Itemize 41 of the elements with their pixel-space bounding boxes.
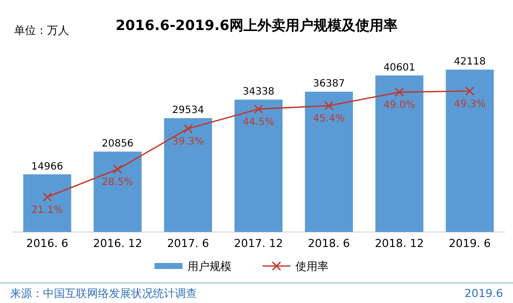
point <box>183 124 193 134</box>
data-label: 49.3% <box>454 99 486 110</box>
xtick: 2017. 12 <box>234 237 283 250</box>
legend-label: 使用率 <box>296 260 328 273</box>
data-label: 45.4% <box>313 114 345 125</box>
xtick: 2019. 6 <box>448 237 491 250</box>
data-label: 40601 <box>383 62 416 74</box>
point <box>42 192 52 202</box>
point <box>324 101 334 110</box>
legend-label: 用户规模 <box>188 260 232 273</box>
point <box>465 86 474 96</box>
bar <box>94 152 142 232</box>
data-label: 34338 <box>242 86 274 98</box>
annotation: 2019.6 <box>464 287 503 300</box>
data-label: 29534 <box>172 105 204 116</box>
xtick: 2017. 6 <box>167 237 210 250</box>
annotation: 来源：中国互联网络发展状况统计调查 <box>10 287 197 300</box>
bar <box>375 75 424 232</box>
xtick: 2018. 12 <box>374 237 424 250</box>
title: 2016.6-2019.6网上外卖用户规模及使用率 <box>116 18 398 34</box>
data-label: 42118 <box>454 56 486 68</box>
bar <box>234 100 282 232</box>
data-label: 49.0% <box>383 100 416 112</box>
point <box>394 88 404 97</box>
data-label: 21.1% <box>31 205 64 216</box>
data-label: 14966 <box>31 161 64 172</box>
bar <box>304 92 353 232</box>
data-label: 39.3% <box>172 136 204 148</box>
bar <box>164 118 212 232</box>
bar <box>23 174 72 232</box>
point <box>254 104 264 114</box>
bar <box>446 70 494 232</box>
xtick: 2018. 6 <box>308 237 350 250</box>
point <box>112 164 122 174</box>
annotation: 单位：万人 <box>14 24 69 37</box>
data-label: 20856 <box>102 138 134 150</box>
data-label: 44.5% <box>242 117 274 128</box>
xtick: 2016. 12 <box>93 237 142 250</box>
xtick: 2016. 6 <box>26 237 68 250</box>
data-label: 36387 <box>313 78 345 90</box>
data-label: 28.5% <box>102 177 134 188</box>
